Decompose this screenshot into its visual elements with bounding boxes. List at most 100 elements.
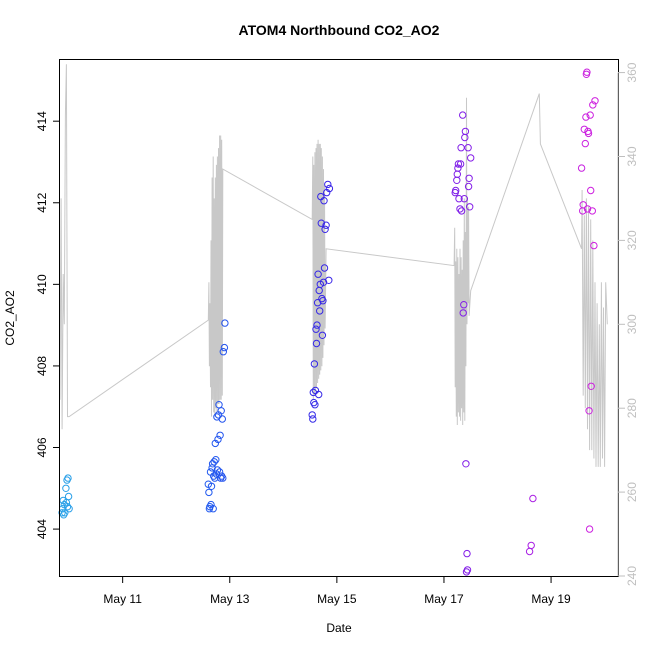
- data-point: [58, 509, 66, 517]
- y-tick-label: 414: [35, 111, 49, 131]
- data-point: [582, 113, 590, 121]
- y-tick-label: 410: [35, 274, 49, 294]
- data-point: [64, 474, 72, 482]
- data-point: [219, 474, 227, 482]
- data-point: [583, 205, 592, 213]
- data-point: [218, 415, 227, 423]
- y-axis-right: 240 260 280 300 320 340 360: [617, 62, 639, 586]
- data-point: [63, 503, 72, 511]
- data-point: [308, 411, 316, 419]
- data-point: [315, 390, 323, 399]
- y2-tick-label: 280: [625, 398, 639, 418]
- data-point: [467, 154, 475, 162]
- data-point: [211, 474, 219, 482]
- data-point: [591, 97, 599, 105]
- data-point: [459, 111, 467, 119]
- data-point: [316, 307, 324, 315]
- data-point: [587, 382, 595, 390]
- data-point: [589, 101, 597, 109]
- data-point: [213, 466, 222, 474]
- data-point: [212, 456, 220, 464]
- data-point: [454, 160, 463, 168]
- chart-title: ATOM4 Northbound CO2_AO2: [239, 22, 440, 38]
- data-point: [460, 301, 468, 309]
- data-point: [459, 309, 467, 317]
- secondary-line: [59, 64, 608, 467]
- data-point: [312, 325, 320, 333]
- y-tick-label: 408: [35, 356, 49, 376]
- plot-frame: [59, 59, 619, 577]
- data-point: [208, 460, 217, 468]
- data-point: [456, 160, 465, 168]
- data-point: [216, 431, 224, 439]
- data-point: [221, 319, 229, 327]
- data-point: [527, 541, 535, 550]
- data-point: [464, 144, 472, 152]
- data-point: [464, 182, 473, 191]
- data-point: [313, 321, 321, 329]
- data-point: [460, 195, 468, 203]
- data-point: [577, 164, 586, 172]
- data-point: [584, 129, 593, 138]
- data-point: [581, 139, 589, 148]
- y-tick-label: 412: [35, 192, 49, 212]
- data-point: [583, 68, 591, 76]
- data-point: [322, 221, 330, 229]
- data-point: [463, 549, 471, 558]
- secondary-line-layer: [59, 64, 608, 467]
- data-point: [580, 125, 588, 134]
- data-point: [457, 144, 465, 152]
- data-point: [463, 566, 472, 574]
- data-point: [309, 415, 317, 423]
- y2-tick-label: 260: [625, 482, 639, 502]
- data-point: [207, 500, 215, 509]
- data-point: [62, 484, 70, 492]
- y2-tick-label: 340: [625, 146, 639, 166]
- y2-tick-label: 300: [625, 314, 639, 334]
- data-point: [320, 264, 329, 272]
- data-point: [325, 276, 333, 284]
- data-point: [214, 435, 222, 444]
- y-axis-left: 404 406 408 410 412 414: [35, 111, 60, 539]
- data-point: [324, 180, 332, 189]
- data-point: [205, 488, 213, 497]
- x-tick-label: May 11: [103, 592, 142, 606]
- x-axis-label: Date: [326, 621, 352, 635]
- data-point: [588, 207, 596, 215]
- data-point: [529, 494, 537, 503]
- x-tick-label: May 13: [210, 592, 250, 606]
- data-point: [525, 547, 534, 556]
- data-point: [456, 205, 464, 213]
- data-point: [579, 201, 587, 209]
- data-point: [219, 348, 228, 356]
- data-point: [319, 297, 327, 305]
- data-point: [585, 525, 594, 533]
- data-point: [585, 407, 593, 415]
- data-point: [453, 176, 461, 185]
- y2-tick-label: 320: [625, 230, 639, 250]
- data-point: [311, 401, 319, 409]
- data-point: [321, 225, 329, 234]
- data-point: [455, 195, 463, 203]
- data-point: [590, 241, 598, 250]
- y-tick-label: 404: [35, 519, 49, 539]
- y-axis-label: CO2_AO2: [3, 290, 17, 346]
- data-point: [220, 343, 229, 352]
- data-point: [61, 509, 69, 517]
- y2-tick-label: 360: [625, 62, 639, 82]
- x-tick-label: May 17: [424, 592, 464, 606]
- data-point: [217, 407, 225, 415]
- x-tick-label: May 19: [531, 592, 571, 606]
- data-point: [312, 339, 321, 348]
- data-point: [317, 219, 325, 227]
- data-point: [452, 186, 460, 195]
- data-point: [310, 360, 319, 368]
- data-point: [314, 270, 322, 278]
- data-point: [209, 505, 217, 513]
- y2-tick-label: 240: [625, 566, 639, 586]
- data-point: [207, 482, 216, 490]
- data-point: [65, 505, 73, 513]
- data-point: [457, 207, 466, 215]
- co2-points-layer: [58, 68, 599, 576]
